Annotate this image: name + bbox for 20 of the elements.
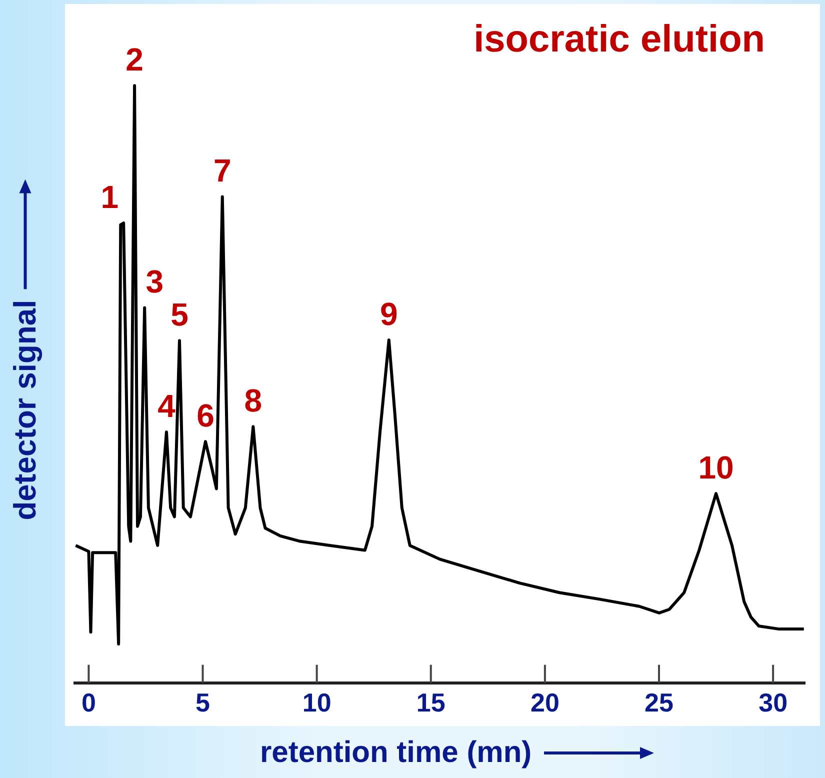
annotation: 5 — [170, 296, 188, 332]
y-axis-title: detector signal — [7, 300, 43, 520]
x-tick-label: 20 — [530, 688, 560, 718]
annotation: 10 — [698, 449, 734, 486]
x-tick-label: 5 — [196, 688, 210, 718]
annotation: 7 — [213, 152, 232, 189]
x-tick-label: 30 — [758, 688, 788, 718]
annotation: 3 — [146, 264, 164, 300]
annotation: 4 — [158, 388, 176, 424]
chart-title: isocratic elution — [474, 18, 765, 60]
x-tick-label: 25 — [644, 688, 674, 718]
annotation: 1 — [100, 178, 118, 215]
annotation: 9 — [380, 296, 398, 332]
x-axis-title: retention time (mn) — [260, 736, 532, 770]
annotation: 8 — [244, 382, 262, 418]
x-tick-label: 10 — [302, 688, 332, 718]
x-tick-label: 15 — [416, 688, 446, 718]
annotation: 6 — [196, 397, 214, 434]
annotation: 2 — [126, 41, 144, 78]
x-tick-label: 0 — [81, 688, 96, 718]
